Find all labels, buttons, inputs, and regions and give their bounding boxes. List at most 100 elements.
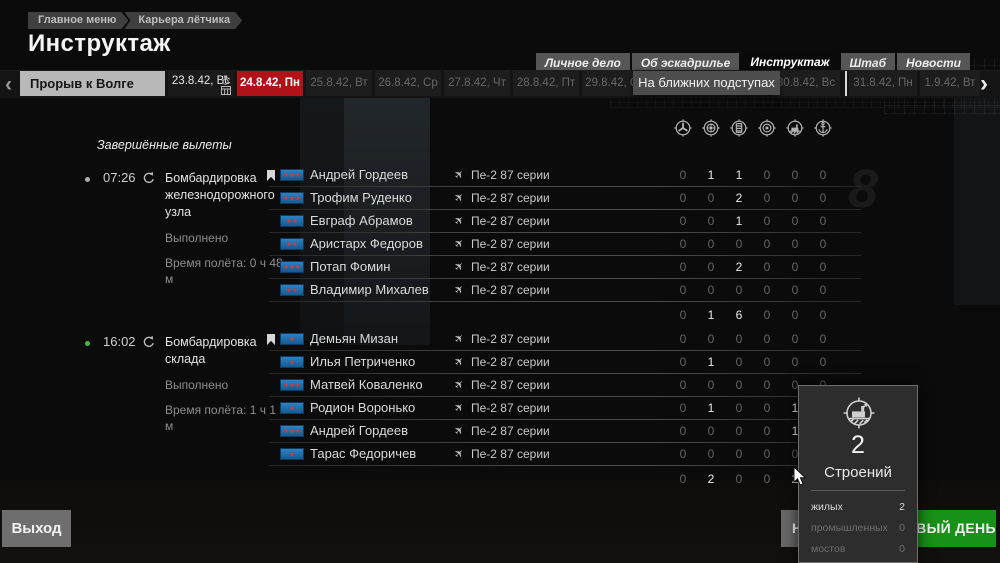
pilot-row[interactable]: Трофим Руденко ✈ Пе-2 87 серии 0 0 2 0 0 0 [266, 187, 866, 210]
score-cell[interactable]: 0 [707, 332, 715, 346]
score-cell[interactable]: 2 [735, 260, 743, 274]
score-cell[interactable]: 0 [679, 424, 687, 438]
date-tab-25.8.42, Вт[interactable]: 25.8.42, Вт [306, 71, 372, 96]
score-cell[interactable]: 0 [763, 424, 771, 438]
score-cell[interactable]: 0 [679, 168, 687, 182]
score-cell[interactable]: 0 [707, 237, 715, 251]
tab-Личное дело[interactable]: Личное дело [535, 53, 630, 74]
score-cell[interactable]: 0 [735, 378, 743, 392]
score-cell[interactable]: 0 [735, 447, 743, 461]
score-cell[interactable]: 0 [819, 355, 827, 369]
score-cell[interactable]: 1 [707, 355, 715, 369]
next-day-button[interactable]: ВЫЙ ДЕНЬ [916, 510, 996, 547]
score-cell[interactable]: 0 [735, 355, 743, 369]
mission-title[interactable]: Бомбардировка железнодорожного узла [165, 171, 275, 219]
score-cell[interactable]: 0 [819, 237, 827, 251]
date-tab-31.8.42, Пн[interactable]: 31.8.42, Пн [849, 71, 917, 96]
date-tab-26.8.42, Ср[interactable]: 26.8.42, Ср [375, 71, 441, 96]
total-cell[interactable]: 0 [679, 472, 687, 486]
score-cell[interactable]: 1 [791, 424, 799, 438]
score-cell[interactable]: 0 [707, 283, 715, 297]
mission-title[interactable]: Бомбардировка склада [165, 335, 257, 366]
total-cell[interactable]: 6 [735, 308, 743, 322]
total-cell[interactable]: 0 [763, 472, 771, 486]
timeline-next-icon[interactable]: › [980, 70, 988, 97]
score-cell[interactable]: 0 [735, 401, 743, 415]
score-cell[interactable]: 0 [819, 191, 827, 205]
score-cell[interactable]: 0 [679, 401, 687, 415]
score-cell[interactable]: 0 [679, 260, 687, 274]
score-cell[interactable]: 0 [707, 447, 715, 461]
score-cell[interactable]: 0 [791, 447, 799, 461]
score-cell[interactable]: 0 [763, 283, 771, 297]
score-cell[interactable]: 0 [679, 447, 687, 461]
pilot-row[interactable]: Аристарх Федоров ✈ Пе-2 87 серии 0 0 0 0 0 0 [266, 233, 866, 256]
score-cell[interactable]: 0 [763, 332, 771, 346]
date-tab-24.8.42, Пн[interactable]: 24.8.42, Пн [237, 71, 303, 96]
score-cell[interactable]: 0 [791, 237, 799, 251]
date-tab-30.8.42, Вс[interactable]: 30.8.42, Вс [772, 71, 840, 96]
pilot-row[interactable]: Илья Петриченко ✈ Пе-2 87 серии 0 1 0 0 0 0 [266, 351, 866, 374]
score-cell[interactable]: 0 [791, 260, 799, 274]
score-cell[interactable]: 0 [679, 237, 687, 251]
score-cell[interactable]: 0 [819, 214, 827, 228]
score-cell[interactable]: 0 [735, 424, 743, 438]
score-cell[interactable]: 0 [763, 191, 771, 205]
tab-Новости[interactable]: Новости [897, 53, 970, 74]
score-cell[interactable]: 0 [791, 355, 799, 369]
score-cell[interactable]: 0 [763, 447, 771, 461]
score-cell[interactable]: 0 [679, 214, 687, 228]
score-cell[interactable]: 0 [707, 378, 715, 392]
total-cell[interactable]: 2 [707, 472, 715, 486]
score-cell[interactable]: 0 [763, 378, 771, 392]
score-cell[interactable]: 0 [763, 168, 771, 182]
score-cell[interactable]: 0 [791, 168, 799, 182]
score-cell[interactable]: 0 [763, 237, 771, 251]
score-cell[interactable]: 0 [679, 355, 687, 369]
score-cell[interactable]: 0 [791, 191, 799, 205]
total-cell[interactable]: 0 [735, 472, 743, 486]
score-cell[interactable]: 0 [707, 424, 715, 438]
score-cell[interactable]: 0 [819, 332, 827, 346]
pilot-row[interactable]: Демьян Мизан ✈ Пе-2 87 серии 0 0 0 0 0 0 [266, 328, 866, 351]
score-cell[interactable]: 0 [791, 378, 799, 392]
score-cell[interactable]: 0 [707, 191, 715, 205]
score-cell[interactable]: 0 [791, 283, 799, 297]
score-cell[interactable]: 0 [791, 332, 799, 346]
score-cell[interactable]: 1 [791, 401, 799, 415]
score-cell[interactable]: 0 [735, 332, 743, 346]
total-cell[interactable]: 0 [679, 308, 687, 322]
tab-Об эскадрилье[interactable]: Об эскадрилье [631, 53, 740, 74]
pilot-row[interactable]: Потап Фомин ✈ Пе-2 87 серии 0 0 2 0 0 0 [266, 256, 866, 279]
score-cell[interactable]: 1 [707, 168, 715, 182]
score-cell[interactable]: 0 [707, 214, 715, 228]
score-cell[interactable]: 2 [735, 191, 743, 205]
timeline-prev-icon[interactable]: ‹ [5, 73, 12, 96]
pilot-row[interactable]: Андрей Гордеев✈Пе-2 87 серии000010 [266, 420, 866, 443]
total-cell[interactable]: 0 [763, 308, 771, 322]
score-cell[interactable]: 1 [707, 401, 715, 415]
score-cell[interactable]: 0 [679, 191, 687, 205]
score-cell[interactable]: 0 [819, 168, 827, 182]
date-tab-27.8.42, Чт[interactable]: 27.8.42, Чт [444, 71, 510, 96]
score-cell[interactable]: 0 [679, 283, 687, 297]
tab-Штаб[interactable]: Штаб [840, 53, 896, 74]
date-tab-23.8.42, Вс[interactable]: 23.8.42, Вс [168, 71, 234, 96]
pilot-row[interactable]: Родион Воронько✈Пе-2 87 серии010010 [266, 397, 866, 420]
score-cell[interactable]: 1 [735, 214, 743, 228]
score-cell[interactable]: 0 [707, 260, 715, 274]
score-cell[interactable]: 0 [735, 283, 743, 297]
breadcrumb-pilot-career[interactable]: Карьера лётчика [124, 12, 242, 29]
pilot-row[interactable]: Андрей Гордеев ✈ Пе-2 87 серии 0 1 1 0 0 0 [266, 164, 866, 187]
score-cell[interactable]: 0 [735, 237, 743, 251]
breadcrumb-main-menu[interactable]: Главное меню [28, 12, 128, 29]
score-cell[interactable]: 0 [791, 214, 799, 228]
score-cell[interactable]: 0 [679, 378, 687, 392]
total-cell[interactable]: 0 [791, 308, 799, 322]
score-cell[interactable]: 0 [819, 283, 827, 297]
score-cell[interactable]: 0 [763, 355, 771, 369]
total-cell[interactable]: 1 [707, 308, 715, 322]
pilot-row[interactable]: Евграф Абрамов ✈ Пе-2 87 серии 0 0 1 0 0 0 [266, 210, 866, 233]
